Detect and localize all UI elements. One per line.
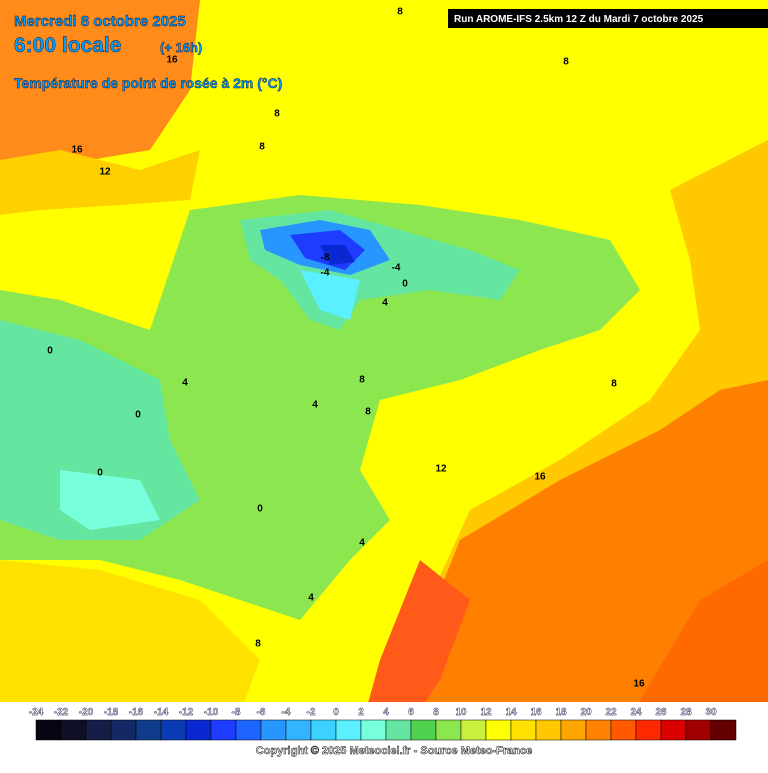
colorbar-tick-label: 10 <box>455 707 467 718</box>
contour-label: 4 <box>308 593 314 604</box>
colorbar-swatch <box>285 719 312 741</box>
colorbar-swatch <box>660 719 687 741</box>
humid-region <box>60 470 160 530</box>
colorbar-tick-label: 6 <box>408 707 414 718</box>
colorbar-swatch <box>110 719 137 741</box>
contour-label: 8 <box>365 407 371 418</box>
contour-label: -4 <box>392 263 401 274</box>
contour-label: 0 <box>135 410 141 421</box>
colorbar-tick-label: 12 <box>480 707 492 718</box>
colorbar-tick-label: 0 <box>333 707 339 718</box>
colorbar-tick-label: 18 <box>555 707 567 718</box>
colorbar-swatch <box>535 719 562 741</box>
colorbar-swatch <box>135 719 162 741</box>
run-info: Run AROME-IFS 2.5km 12 Z du Mardi 7 octo… <box>454 14 704 25</box>
colorbar-tick-label: 4 <box>383 707 389 718</box>
sea-region <box>0 0 200 180</box>
humid-region <box>300 270 360 320</box>
colorbar-tick-label: -18 <box>104 707 119 718</box>
colorbar-swatch <box>185 719 212 741</box>
contour-label: 12 <box>99 167 111 178</box>
colorbar-swatch <box>585 719 612 741</box>
colorbar-tick-label: 2 <box>358 707 364 718</box>
contour-label: 0 <box>402 279 408 290</box>
contour-label: 4 <box>359 538 365 549</box>
contour-label: 0 <box>47 346 53 357</box>
colorbar-swatch <box>85 719 112 741</box>
colorbar-tick-label: -6 <box>257 707 266 718</box>
colorbar-swatch <box>360 719 387 741</box>
colorbar-swatch <box>435 719 462 741</box>
subtitle: Température de point de rosée à 2m (°C) <box>14 75 282 91</box>
title-date: Mercredi 8 octobre 2025 <box>14 13 186 30</box>
humid-region <box>0 320 200 540</box>
colorbar-swatch <box>210 719 237 741</box>
title-lead: (+ 16h) <box>160 40 202 55</box>
colorbar-swatch <box>485 719 512 741</box>
contour-label: 16 <box>534 472 546 483</box>
colorbar-tick-label: -20 <box>79 707 94 718</box>
colorbar-tick-label: -8 <box>232 707 241 718</box>
contour-label: 8 <box>259 142 265 153</box>
colorbar-swatch <box>510 719 537 741</box>
cold-region <box>320 245 355 265</box>
colorbar-tick-label: -10 <box>204 707 219 718</box>
contour-label: 8 <box>397 7 403 18</box>
colorbar-swatch <box>160 719 187 741</box>
colorbar-swatch <box>310 719 337 741</box>
colorbar-swatch <box>60 719 87 741</box>
colorbar-swatch <box>610 719 637 741</box>
colorbar-tick-label: 8 <box>433 707 439 718</box>
colorbar-swatch <box>560 719 587 741</box>
colorbar-swatch <box>685 719 712 741</box>
contour-label: 4 <box>382 298 388 309</box>
colorbar-tick-label: -16 <box>129 707 144 718</box>
colorbar-tick-label: -2 <box>307 707 316 718</box>
title-time: 6:00 locale <box>14 34 121 57</box>
contour-label: 16 <box>633 679 645 690</box>
contour-label: 4 <box>182 378 188 389</box>
colorbar-tick-label: -24 <box>29 707 44 718</box>
colorbar-swatch <box>385 719 412 741</box>
colorbar-tick-label: 26 <box>655 707 667 718</box>
colorbar-swatch <box>235 719 262 741</box>
contour-label: 8 <box>255 639 261 650</box>
colorbar-tick-label: -22 <box>54 707 69 718</box>
colorbar-swatch <box>335 719 362 741</box>
region <box>0 150 200 215</box>
colorbar-tick-label: 14 <box>505 707 517 718</box>
colorbar-tick-label: -4 <box>282 707 291 718</box>
colorbar-tick-label: 28 <box>680 707 692 718</box>
region <box>0 560 260 740</box>
contour-label: 12 <box>435 464 447 475</box>
contour-label: 8 <box>359 375 365 386</box>
contour-label: 4 <box>312 400 318 411</box>
contour-label: 16 <box>71 145 83 156</box>
copyright: Copyright © 2025 Meteociel.fr - Source M… <box>256 745 532 757</box>
colorbar-swatch <box>710 719 737 741</box>
contour-label: 16 <box>166 55 178 66</box>
colorbar-swatch <box>460 719 487 741</box>
contour-label: 0 <box>257 504 263 515</box>
contour-label: 8 <box>274 109 280 120</box>
colorbar-swatch <box>35 719 62 741</box>
colorbar-tick-label: 24 <box>630 707 642 718</box>
colorbar-tick-label: -14 <box>154 707 169 718</box>
colorbar-tick-label: -12 <box>179 707 194 718</box>
run-box <box>448 9 768 28</box>
colorbar-tick-label: 16 <box>530 707 542 718</box>
colorbar-tick-label: 22 <box>605 707 617 718</box>
contour-label: 0 <box>97 468 103 479</box>
colorbar-swatch <box>410 719 437 741</box>
colorbar-swatch <box>635 719 662 741</box>
contour-label: -4 <box>321 268 330 279</box>
contour-label: 8 <box>563 57 569 68</box>
colorbar-tick-label: 20 <box>580 707 592 718</box>
contour-label: 8 <box>611 379 617 390</box>
contour-label: -8 <box>321 253 330 264</box>
colorbar-swatch <box>260 719 287 741</box>
colorbar-tick-label: 30 <box>705 707 717 718</box>
